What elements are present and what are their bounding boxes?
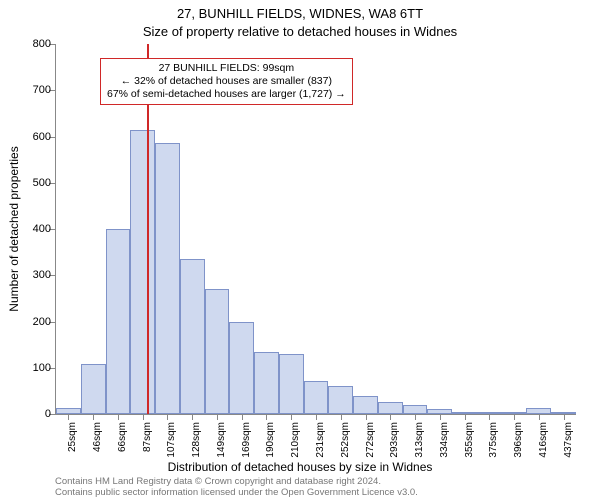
x-tick <box>366 414 367 420</box>
x-tick <box>118 414 119 420</box>
histogram-bar <box>106 229 131 414</box>
x-tick-label: 210sqm <box>290 422 301 472</box>
y-tick-label: 600 <box>6 131 51 143</box>
histogram-bar <box>205 289 230 414</box>
y-tick-label: 400 <box>6 223 51 235</box>
histogram-bar <box>81 364 106 414</box>
histogram-bar <box>279 354 304 414</box>
x-tick <box>415 414 416 420</box>
x-tick-label: 252sqm <box>340 422 351 472</box>
x-tick <box>68 414 69 420</box>
y-tick-label: 0 <box>6 408 51 420</box>
x-tick <box>167 414 168 420</box>
x-tick-label: 293sqm <box>389 422 400 472</box>
x-tick <box>514 414 515 420</box>
x-tick <box>489 414 490 420</box>
x-tick-label: 416sqm <box>538 422 549 472</box>
x-tick-label: 169sqm <box>241 422 252 472</box>
x-tick-label: 46sqm <box>92 422 103 472</box>
histogram-bar <box>180 259 205 414</box>
annotation-line: ← 32% of detached houses are smaller (83… <box>107 75 346 88</box>
x-tick <box>390 414 391 420</box>
histogram-bar <box>130 130 155 414</box>
annotation-box: 27 BUNHILL FIELDS: 99sqm← 32% of detache… <box>100 58 353 105</box>
histogram-bar <box>403 405 428 414</box>
x-tick-label: 313sqm <box>414 422 425 472</box>
y-tick-label: 200 <box>6 316 51 328</box>
x-tick <box>192 414 193 420</box>
y-tick-label: 800 <box>6 38 51 50</box>
histogram-bar <box>353 396 378 414</box>
footer-line2: Contains public sector information licen… <box>55 487 418 498</box>
x-tick-label: 66sqm <box>117 422 128 472</box>
x-tick <box>465 414 466 420</box>
footer-line1: Contains HM Land Registry data © Crown c… <box>55 476 381 487</box>
footer-attribution: Contains HM Land Registry data © Crown c… <box>55 476 575 498</box>
x-tick-label: 272sqm <box>365 422 376 472</box>
x-tick-label: 355sqm <box>464 422 475 472</box>
y-tick-label: 700 <box>6 84 51 96</box>
histogram-bar <box>378 402 403 414</box>
x-tick <box>291 414 292 420</box>
x-tick-label: 149sqm <box>216 422 227 472</box>
x-tick <box>143 414 144 420</box>
x-tick <box>316 414 317 420</box>
chart-title-desc: Size of property relative to detached ho… <box>0 24 600 39</box>
y-tick-label: 100 <box>6 362 51 374</box>
histogram-bar <box>328 386 353 414</box>
histogram-bar <box>304 381 329 414</box>
x-tick <box>341 414 342 420</box>
y-tick-label: 300 <box>6 269 51 281</box>
x-tick <box>539 414 540 420</box>
x-tick-label: 396sqm <box>513 422 524 472</box>
chart-container: 27, BUNHILL FIELDS, WIDNES, WA8 6TT Size… <box>0 0 600 500</box>
x-tick-label: 190sqm <box>265 422 276 472</box>
x-tick-label: 128sqm <box>191 422 202 472</box>
x-tick <box>564 414 565 420</box>
histogram-bar <box>229 322 254 415</box>
x-tick-label: 231sqm <box>315 422 326 472</box>
histogram-bar <box>254 352 279 414</box>
x-tick-label: 107sqm <box>166 422 177 472</box>
annotation-line: 27 BUNHILL FIELDS: 99sqm <box>107 62 346 75</box>
x-tick-label: 25sqm <box>67 422 78 472</box>
histogram-bar <box>155 143 180 414</box>
x-tick <box>217 414 218 420</box>
x-tick <box>266 414 267 420</box>
x-tick <box>440 414 441 420</box>
x-tick-label: 334sqm <box>439 422 450 472</box>
x-tick <box>93 414 94 420</box>
x-tick-label: 437sqm <box>563 422 574 472</box>
chart-title-address: 27, BUNHILL FIELDS, WIDNES, WA8 6TT <box>0 6 600 21</box>
x-tick-label: 375sqm <box>488 422 499 472</box>
x-tick-label: 87sqm <box>142 422 153 472</box>
x-tick <box>242 414 243 420</box>
annotation-line: 67% of semi-detached houses are larger (… <box>107 88 346 101</box>
y-tick-label: 500 <box>6 177 51 189</box>
